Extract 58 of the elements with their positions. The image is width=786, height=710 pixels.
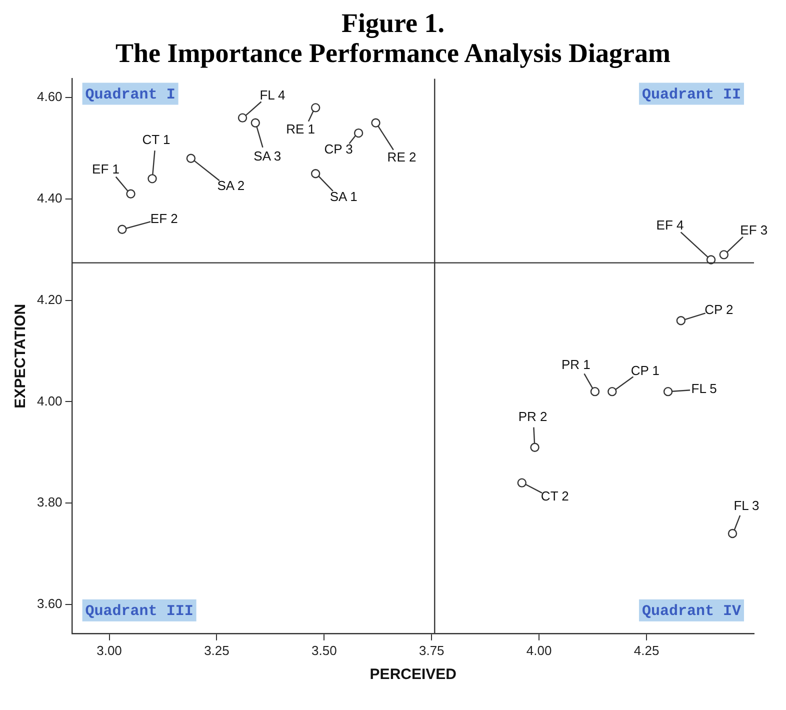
x-tick-label: 3.50	[312, 642, 337, 658]
point	[608, 386, 617, 396]
point	[706, 255, 716, 264]
annotation: PR 2	[518, 408, 548, 424]
annotation: Quadrant III	[85, 603, 194, 620]
annotation: SA 2	[217, 178, 245, 193]
y-tick-label: 4.20	[36, 292, 62, 307]
chart-title: Figure 1.	[340, 8, 446, 38]
annotation: RE 2	[387, 149, 416, 164]
x-tick-label: 3.75	[418, 642, 444, 658]
point	[728, 528, 738, 538]
annotation: FL 3	[734, 498, 760, 514]
annotation: EF 2	[150, 210, 178, 226]
x-axis-title: PERCEIVED	[370, 666, 457, 684]
point	[676, 316, 686, 326]
annotation: Quadrant IV	[642, 603, 742, 620]
annotation: CP 3	[324, 142, 353, 157]
annotation: SA 3	[254, 148, 282, 164]
x-tick-label: 4.25	[634, 642, 660, 658]
point	[186, 154, 196, 163]
x-tick-label: 3.00	[96, 642, 122, 658]
annotation: Quadrant I	[85, 86, 176, 104]
chart-subtitle: The Importance Performance Analysis Diagram	[114, 38, 672, 68]
point	[590, 386, 600, 396]
point	[530, 442, 540, 452]
x-tick-label: 3.25	[204, 642, 230, 658]
annotation: EF 3	[740, 222, 768, 238]
annotation: EF 4	[656, 217, 684, 232]
y-tick-label: 4.60	[36, 89, 62, 104]
annotation: FL 4	[260, 87, 286, 102]
annotation: FL 5	[691, 381, 717, 396]
point	[126, 189, 136, 198]
point	[517, 478, 526, 488]
point	[238, 113, 248, 122]
point	[719, 250, 729, 260]
annotation: CP 1	[630, 363, 660, 378]
y-tick-label: 4.40	[36, 190, 62, 206]
annotation: CT 1	[142, 132, 170, 148]
point	[663, 386, 673, 396]
y-axis-title: EXPECTATION	[12, 304, 30, 408]
annotation: Quadrant II	[642, 86, 742, 104]
x-tick-label: 4.00	[526, 642, 552, 658]
annotation: EF 1	[92, 161, 120, 176]
point	[310, 103, 320, 112]
point	[371, 118, 380, 128]
point	[250, 118, 260, 128]
annotation: RE 1	[286, 121, 316, 136]
annotation: CT 2	[540, 488, 569, 504]
point	[118, 224, 127, 234]
annotation: CP 2	[704, 302, 734, 318]
y-tick-label: 4.00	[36, 393, 62, 408]
point	[310, 169, 320, 178]
annotation: SA 1	[330, 189, 358, 204]
point	[354, 128, 364, 138]
annotation: PR 1	[562, 357, 590, 372]
point	[148, 174, 157, 184]
y-tick-label: 3.60	[36, 596, 62, 612]
y-tick-label: 3.80	[36, 494, 62, 510]
